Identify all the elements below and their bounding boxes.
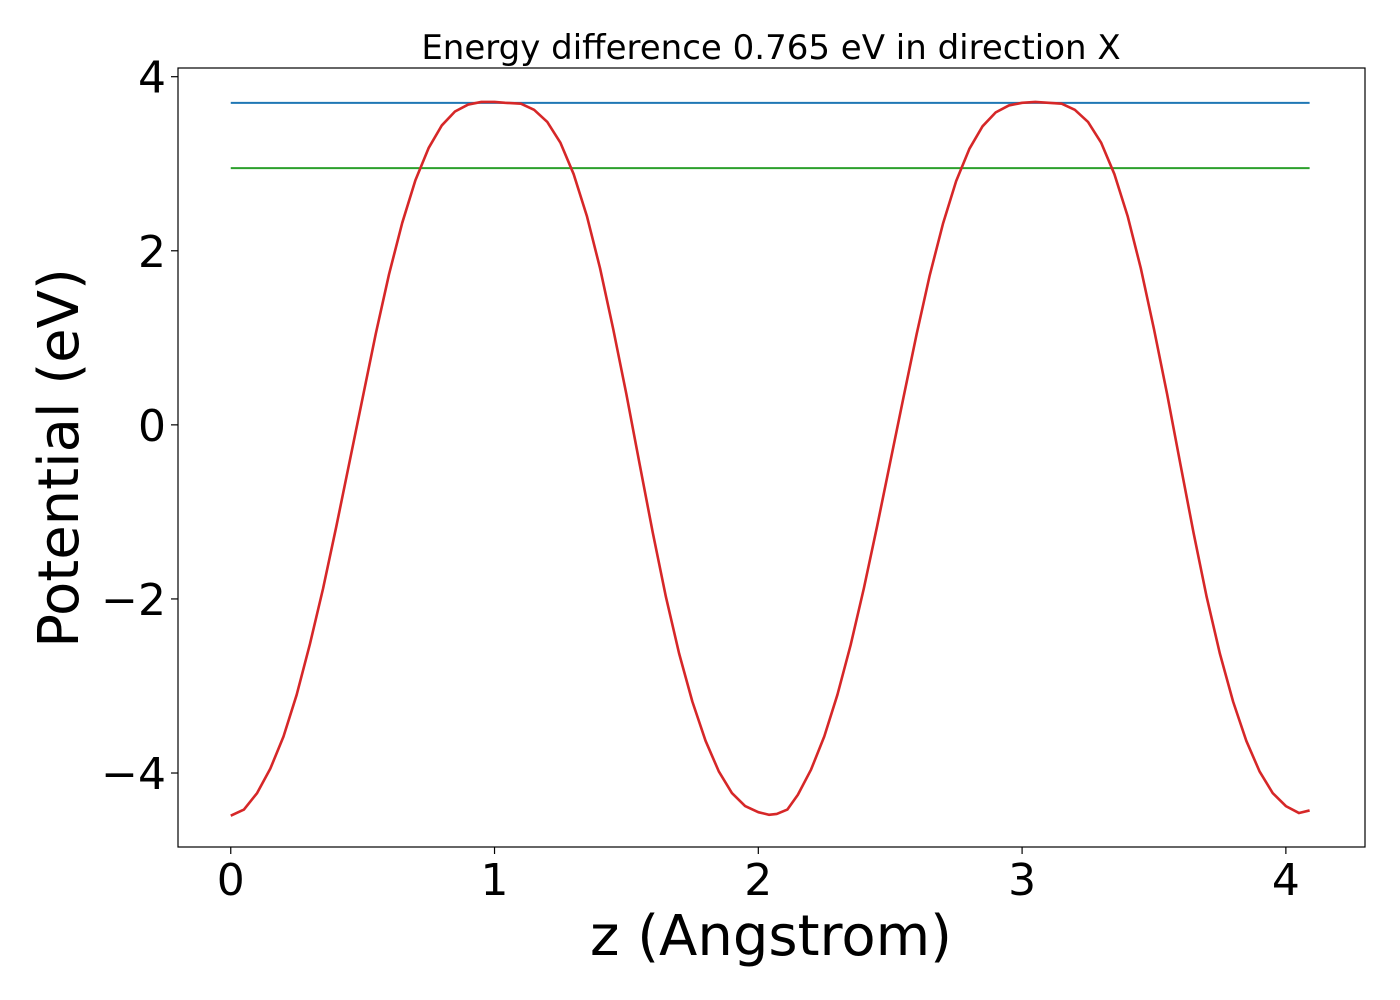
y-axis-ticks: −4 −2 0 2 4: [101, 53, 178, 800]
x-axis-label: z (Angstrom): [590, 904, 952, 969]
y-tick-label: 2: [138, 227, 166, 278]
series-line-2: [230, 100, 1310, 817]
series-layer: [230, 100, 1310, 817]
x-tick-label: 1: [481, 855, 509, 906]
chart-title: Energy difference 0.765 eV in direction …: [421, 28, 1120, 68]
x-tick-label: 3: [1008, 855, 1036, 906]
x-tick-label: 0: [217, 855, 245, 906]
y-tick-label: 4: [138, 53, 166, 104]
x-axis-ticks: 0 1 2 3 4: [217, 847, 1300, 906]
y-tick-label: −4: [101, 749, 166, 800]
y-tick-label: −2: [101, 575, 166, 626]
plot-area: [177, 67, 1366, 848]
x-tick-label: 2: [744, 855, 772, 906]
axes-frame: [177, 67, 1366, 848]
y-axis-label: Potential (eV): [27, 268, 92, 648]
x-tick-label: 4: [1272, 855, 1300, 906]
y-tick-label: 0: [138, 401, 166, 452]
